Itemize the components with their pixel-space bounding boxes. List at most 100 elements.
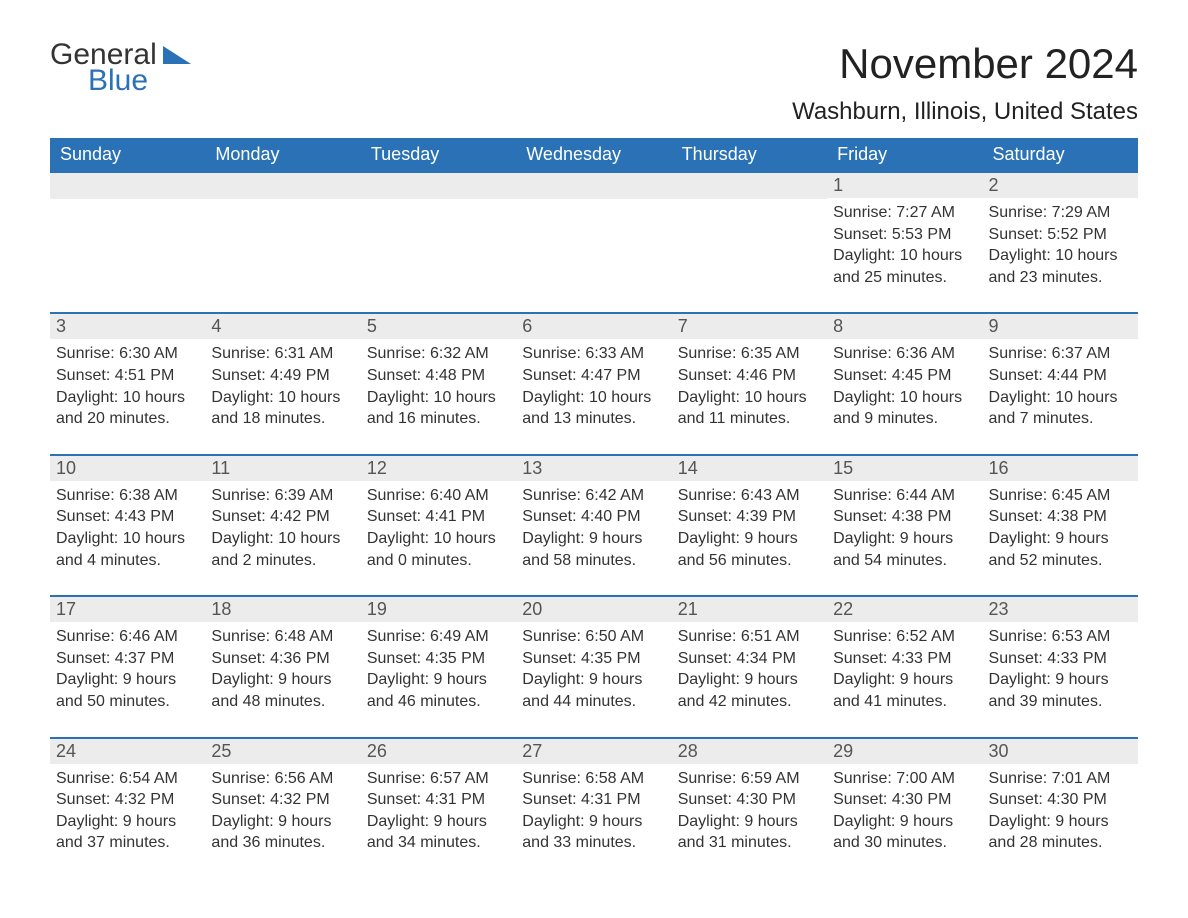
calendar-week-row: 10Sunrise: 6:38 AMSunset: 4:43 PMDayligh…: [50, 455, 1138, 596]
calendar-day-cell: 3Sunrise: 6:30 AMSunset: 4:51 PMDaylight…: [50, 313, 205, 454]
day-number: 17: [50, 597, 205, 622]
daylight-text: and 37 minutes.: [56, 832, 199, 854]
sunrise-text: Sunrise: 6:48 AM: [211, 626, 354, 648]
day-number: 11: [205, 456, 360, 481]
daylight-text: and 2 minutes.: [211, 550, 354, 572]
daylight-text: Daylight: 10 hours: [56, 387, 199, 409]
day-number: 3: [50, 314, 205, 339]
daylight-text: and 18 minutes.: [211, 408, 354, 430]
daylight-text: Daylight: 9 hours: [522, 669, 665, 691]
sunrise-text: Sunrise: 6:56 AM: [211, 768, 354, 790]
day-number: 16: [983, 456, 1138, 481]
calendar-week-row: 1 Sunrise: 7:27 AMSunset: 5:53 PMDaylight…: [50, 172, 1138, 313]
daylight-text: Daylight: 10 hours: [367, 387, 510, 409]
calendar-day-cell: 9Sunrise: 6:37 AMSunset: 4:44 PMDaylight…: [983, 313, 1138, 454]
sunset-text: Sunset: 4:44 PM: [989, 365, 1132, 387]
calendar-day-cell: 12Sunrise: 6:40 AMSunset: 4:41 PMDayligh…: [361, 455, 516, 596]
day-number: 19: [361, 597, 516, 622]
daylight-text: Daylight: 9 hours: [833, 528, 976, 550]
sunset-text: Sunset: 5:53 PM: [833, 224, 976, 246]
sunrise-text: Sunrise: 6:32 AM: [367, 343, 510, 365]
daylight-text: and 13 minutes.: [522, 408, 665, 430]
calendar-day-cell: 17Sunrise: 6:46 AMSunset: 4:37 PMDayligh…: [50, 596, 205, 737]
sunset-text: Sunset: 4:32 PM: [211, 789, 354, 811]
sunrise-text: Sunrise: 6:37 AM: [989, 343, 1132, 365]
calendar-day-header: Wednesday: [516, 138, 671, 172]
sunset-text: Sunset: 4:43 PM: [56, 506, 199, 528]
daylight-text: and 9 minutes.: [833, 408, 976, 430]
month-title: November 2024: [792, 40, 1138, 88]
sunrise-text: Sunrise: 7:00 AM: [833, 768, 976, 790]
daylight-text: and 54 minutes.: [833, 550, 976, 572]
day-number: 1: [827, 173, 982, 198]
sunrise-text: Sunrise: 6:36 AM: [833, 343, 976, 365]
empty-day-bar: [50, 173, 205, 199]
calendar-week-row: 24Sunrise: 6:54 AMSunset: 4:32 PMDayligh…: [50, 738, 1138, 878]
sunrise-text: Sunrise: 6:59 AM: [678, 768, 821, 790]
sunset-text: Sunset: 4:30 PM: [833, 789, 976, 811]
calendar-day-cell: 20Sunrise: 6:50 AMSunset: 4:35 PMDayligh…: [516, 596, 671, 737]
calendar-day-cell: 5Sunrise: 6:32 AMSunset: 4:48 PMDaylight…: [361, 313, 516, 454]
day-number: 21: [672, 597, 827, 622]
calendar-day-cell: 11Sunrise: 6:39 AMSunset: 4:42 PMDayligh…: [205, 455, 360, 596]
sunrise-text: Sunrise: 6:31 AM: [211, 343, 354, 365]
calendar-day-cell: 15Sunrise: 6:44 AMSunset: 4:38 PMDayligh…: [827, 455, 982, 596]
sunrise-text: Sunrise: 7:27 AM: [833, 202, 976, 224]
daylight-text: Daylight: 10 hours: [833, 245, 976, 267]
logo-triangle-icon: [163, 46, 191, 64]
empty-day-bar: [672, 173, 827, 199]
daylight-text: and 56 minutes.: [678, 550, 821, 572]
sunrise-text: Sunrise: 6:50 AM: [522, 626, 665, 648]
sunrise-text: Sunrise: 6:45 AM: [989, 485, 1132, 507]
daylight-text: Daylight: 9 hours: [56, 811, 199, 833]
daylight-text: and 11 minutes.: [678, 408, 821, 430]
daylight-text: Daylight: 10 hours: [211, 528, 354, 550]
daylight-text: and 52 minutes.: [989, 550, 1132, 572]
sunset-text: Sunset: 4:38 PM: [989, 506, 1132, 528]
daylight-text: Daylight: 9 hours: [56, 669, 199, 691]
daylight-text: and 25 minutes.: [833, 267, 976, 289]
day-number: 26: [361, 739, 516, 764]
sunset-text: Sunset: 4:45 PM: [833, 365, 976, 387]
daylight-text: Daylight: 9 hours: [678, 528, 821, 550]
calendar-day-cell: 2Sunrise: 7:29 AMSunset: 5:52 PMDaylight…: [983, 172, 1138, 313]
daylight-text: Daylight: 9 hours: [367, 669, 510, 691]
day-number: 7: [672, 314, 827, 339]
calendar-empty-cell: [50, 172, 205, 313]
daylight-text: and 7 minutes.: [989, 408, 1132, 430]
daylight-text: Daylight: 9 hours: [833, 811, 976, 833]
sunset-text: Sunset: 4:39 PM: [678, 506, 821, 528]
daylight-text: and 58 minutes.: [522, 550, 665, 572]
sunrise-text: Sunrise: 6:35 AM: [678, 343, 821, 365]
daylight-text: and 50 minutes.: [56, 691, 199, 713]
day-number: 2: [983, 173, 1138, 198]
sunset-text: Sunset: 4:40 PM: [522, 506, 665, 528]
sunrise-text: Sunrise: 6:40 AM: [367, 485, 510, 507]
calendar-day-header: Monday: [205, 138, 360, 172]
daylight-text: Daylight: 9 hours: [522, 528, 665, 550]
daylight-text: Daylight: 10 hours: [56, 528, 199, 550]
sunset-text: Sunset: 4:41 PM: [367, 506, 510, 528]
sunset-text: Sunset: 4:32 PM: [56, 789, 199, 811]
daylight-text: Daylight: 10 hours: [678, 387, 821, 409]
calendar-empty-cell: [672, 172, 827, 313]
calendar-header-row: SundayMondayTuesdayWednesdayThursdayFrid…: [50, 138, 1138, 172]
day-number: 14: [672, 456, 827, 481]
daylight-text: and 31 minutes.: [678, 832, 821, 854]
daylight-text: and 39 minutes.: [989, 691, 1132, 713]
daylight-text: and 16 minutes.: [367, 408, 510, 430]
day-number: 22: [827, 597, 982, 622]
sunrise-text: Sunrise: 6:39 AM: [211, 485, 354, 507]
calendar-day-cell: 26Sunrise: 6:57 AMSunset: 4:31 PMDayligh…: [361, 738, 516, 878]
day-number: 20: [516, 597, 671, 622]
sunrise-text: Sunrise: 6:46 AM: [56, 626, 199, 648]
sunset-text: Sunset: 4:30 PM: [678, 789, 821, 811]
daylight-text: and 23 minutes.: [989, 267, 1132, 289]
calendar-day-cell: 6Sunrise: 6:33 AMSunset: 4:47 PMDaylight…: [516, 313, 671, 454]
calendar-empty-cell: [205, 172, 360, 313]
day-number: 24: [50, 739, 205, 764]
sunrise-text: Sunrise: 6:33 AM: [522, 343, 665, 365]
logo-text-2: Blue: [88, 66, 157, 96]
daylight-text: and 42 minutes.: [678, 691, 821, 713]
sunrise-text: Sunrise: 6:53 AM: [989, 626, 1132, 648]
